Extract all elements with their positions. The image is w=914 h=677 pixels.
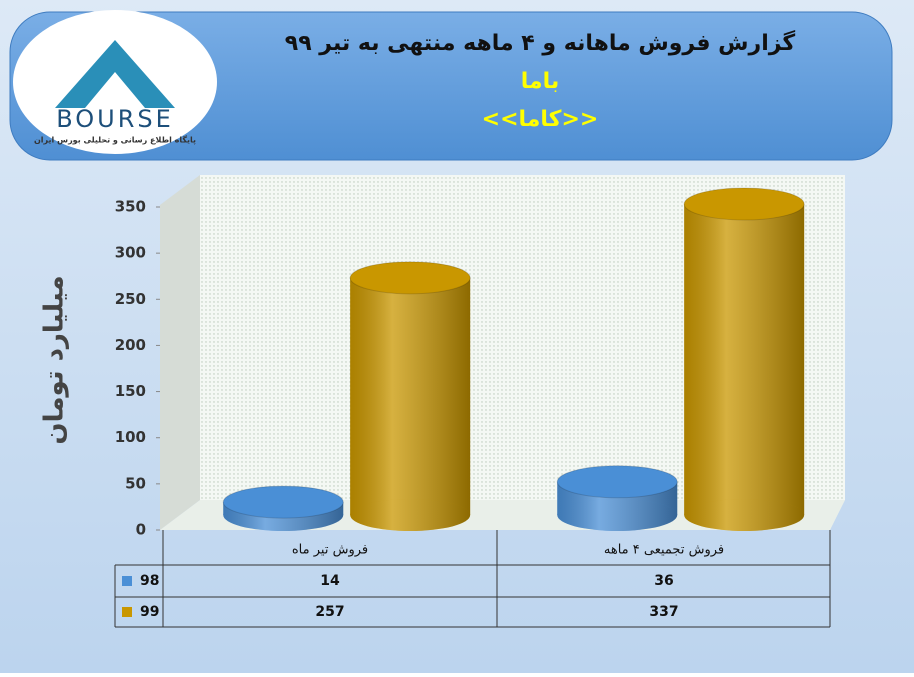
bar-bottom-shade	[557, 499, 678, 531]
x-tick-label: فروش تجمیعی ۴ ماهه	[604, 543, 724, 558]
y-tick-label: 300	[115, 244, 146, 262]
data-table	[114, 530, 831, 628]
table-value: 36	[654, 573, 673, 589]
company: باما	[521, 69, 559, 94]
table-value: 337	[649, 604, 678, 620]
y-tick-label: 200	[115, 336, 146, 354]
bar	[222, 485, 344, 531]
bar	[556, 465, 678, 531]
y-tick-label: 0	[136, 521, 146, 539]
legend-label: 99	[140, 604, 159, 620]
y-tick-label: 100	[115, 428, 146, 446]
legend-swatch	[122, 607, 132, 617]
side-wall	[160, 175, 200, 530]
legend-swatch	[122, 576, 132, 586]
bar	[683, 187, 805, 531]
x-tick-label: فروش تیر ماه	[292, 543, 368, 558]
bar-shade	[350, 277, 471, 515]
logo-subtitle: پایگاه اطلاع رسانی و تحلیلی بورس ایران	[34, 135, 196, 146]
y-tick-label: 350	[115, 198, 146, 216]
header-banner	[9, 11, 893, 161]
logo-background	[13, 10, 217, 154]
logo-text: BOURSE	[56, 105, 174, 133]
bar-top	[349, 261, 471, 295]
table-value: 257	[315, 604, 344, 620]
legend-label: 98	[140, 573, 159, 589]
bar-shade	[684, 203, 805, 516]
title: گزارش فروش ماهانه و ۴ ماهه منتهی به تیر …	[285, 29, 796, 56]
bar	[349, 261, 471, 531]
y-axis-label: میلیارد تومان	[40, 275, 70, 444]
y-tick-label: 250	[115, 290, 146, 308]
y-tick-label: 150	[115, 382, 146, 400]
bar-top	[683, 187, 805, 221]
bar-top	[222, 485, 344, 519]
logo-mark	[55, 40, 175, 108]
table-value: 14	[320, 573, 340, 589]
bar-bottom-shade	[350, 499, 471, 531]
symbol: <<کاما>>	[482, 107, 599, 132]
y-tick-label: 50	[125, 474, 146, 492]
bar-bottom-shade	[684, 499, 805, 531]
bar-top	[556, 465, 678, 499]
